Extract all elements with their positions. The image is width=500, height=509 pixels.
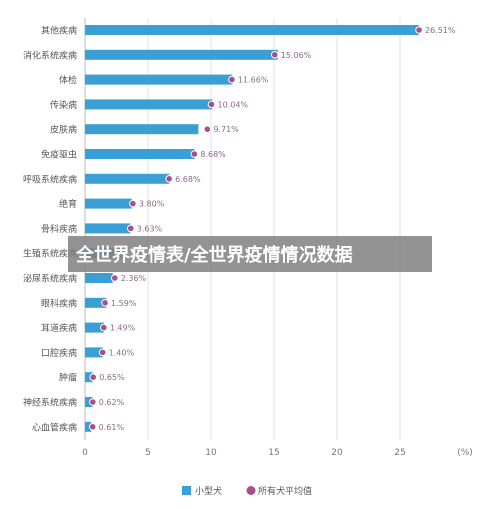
average-marker bbox=[203, 125, 212, 133]
bar bbox=[85, 347, 103, 358]
category-label: 消化系统疾病 bbox=[23, 49, 77, 61]
x-tick-label: 0 bbox=[82, 448, 88, 458]
value-label: 11.66% bbox=[238, 76, 269, 85]
value-label: 10.04% bbox=[218, 100, 249, 109]
category-label: 呼吸系统疾病 bbox=[23, 173, 77, 185]
bar bbox=[85, 173, 170, 184]
grid-lines bbox=[84, 18, 401, 440]
category-label: 其他疾病 bbox=[41, 25, 77, 37]
value-label: 9.71% bbox=[213, 125, 239, 134]
bar bbox=[85, 25, 419, 35]
category-label: 免疫驱虫 bbox=[41, 149, 77, 161]
bar bbox=[85, 99, 213, 110]
value-label: 6.68% bbox=[175, 175, 201, 184]
x-axis-unit: (%) bbox=[457, 448, 473, 458]
average-marker bbox=[190, 150, 199, 158]
average-marker bbox=[165, 175, 173, 183]
legend-marker-average bbox=[246, 486, 256, 495]
bar bbox=[85, 397, 93, 407]
bar bbox=[85, 273, 113, 283]
average-marker bbox=[110, 274, 119, 282]
value-label: 1.40% bbox=[109, 348, 135, 357]
average-marker bbox=[129, 199, 137, 208]
legend: 小型犬 所有犬平均值 bbox=[182, 485, 312, 497]
category-label: 耳道疾病 bbox=[41, 322, 77, 334]
category-label: 泌尿系统疾病 bbox=[23, 273, 77, 285]
bar bbox=[85, 421, 92, 432]
category-label: 眼科疾病 bbox=[41, 297, 77, 309]
bar bbox=[85, 124, 199, 135]
value-label: 1.49% bbox=[110, 324, 136, 333]
average-marker bbox=[99, 323, 108, 332]
x-tick-label: 20 bbox=[331, 448, 343, 458]
category-label: 骨科疾病 bbox=[41, 223, 77, 235]
bar bbox=[85, 49, 278, 60]
category-label: 口腔疾病 bbox=[41, 347, 77, 359]
category-label: 肿瘤 bbox=[59, 372, 77, 384]
value-label: 1.59% bbox=[111, 299, 137, 308]
value-label: 2.36% bbox=[121, 274, 147, 283]
average-marker bbox=[101, 299, 109, 307]
value-label: 0.62% bbox=[99, 398, 125, 407]
average-marker bbox=[89, 373, 97, 382]
average-marker bbox=[228, 75, 236, 84]
bar bbox=[85, 372, 93, 383]
bar bbox=[85, 322, 104, 333]
bars-group bbox=[85, 25, 419, 432]
x-tick-label: 10 bbox=[205, 448, 217, 458]
category-label: 绝育 bbox=[59, 198, 77, 210]
value-label: 8.68% bbox=[200, 150, 226, 159]
average-marker bbox=[415, 26, 423, 34]
bar bbox=[85, 149, 195, 159]
bar bbox=[85, 198, 132, 209]
value-label: 3.80% bbox=[139, 200, 165, 209]
average-marker bbox=[98, 348, 107, 357]
x-tick-label: 15 bbox=[268, 448, 279, 458]
category-label: 心血管疾病 bbox=[32, 421, 77, 433]
watermark-banner: 全世界疫情表/全世界疫情情况数据 bbox=[68, 236, 432, 272]
average-marker bbox=[88, 423, 97, 431]
bar bbox=[85, 74, 233, 85]
category-label: 神经系统疾病 bbox=[23, 397, 77, 409]
average-marker bbox=[89, 398, 97, 406]
legend-label-small-dog: 小型犬 bbox=[195, 485, 222, 497]
average-marker bbox=[126, 224, 135, 233]
value-label: 0.61% bbox=[99, 423, 125, 432]
x-tick-labels: 0 5 10 15 20 25 (%) bbox=[82, 448, 473, 458]
value-label: 15.06% bbox=[281, 51, 312, 60]
category-label: 皮肤病 bbox=[50, 124, 77, 136]
category-label: 生殖系统疾病 bbox=[23, 248, 77, 260]
watermark-text: 全世界疫情表/全世界疫情情况数据 bbox=[76, 245, 353, 266]
value-label: 26.51% bbox=[425, 26, 456, 35]
legend-swatch-small-dog bbox=[182, 486, 191, 495]
value-label: 0.65% bbox=[99, 373, 125, 382]
x-tick-label: 25 bbox=[394, 448, 405, 458]
value-label: 3.63% bbox=[137, 224, 163, 233]
x-tick-label: 5 bbox=[145, 448, 151, 458]
legend-label-average: 所有犬平均值 bbox=[258, 485, 312, 497]
category-label: 体检 bbox=[59, 74, 77, 86]
value-labels: 26.51% 15.06% 11.66% 10.04% 9.71% 8.68% 6.68% 3… bbox=[99, 26, 456, 432]
bar bbox=[85, 297, 107, 308]
bar bbox=[85, 223, 131, 234]
average-marker bbox=[207, 100, 216, 109]
average-marker bbox=[270, 51, 279, 59]
category-label: 传染病 bbox=[50, 99, 77, 111]
category-labels: 其他疾病消化系统疾病体检传染病皮肤病免疫驱虫呼吸系统疾病绝育骨科疾病生殖系统疾病… bbox=[23, 25, 77, 434]
